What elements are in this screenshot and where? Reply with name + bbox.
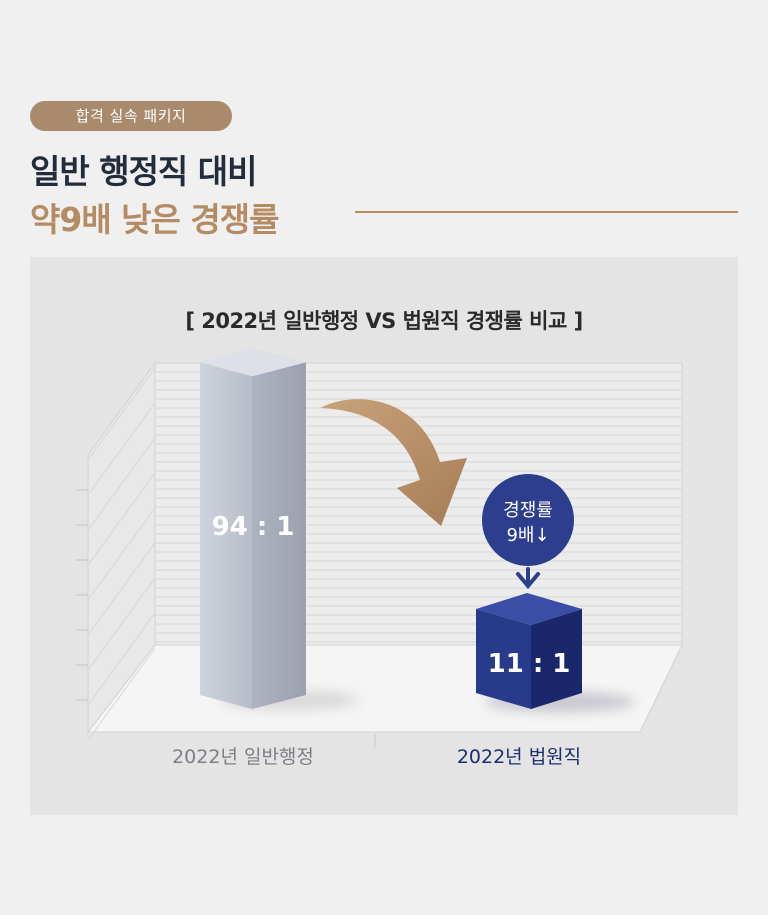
gridline: [87, 402, 156, 496]
bar-1-side: [252, 362, 306, 709]
gridline: [87, 437, 156, 531]
chart-floor: [86, 644, 683, 733]
chart-left-wall: [87, 361, 156, 734]
chart-axis-ticks: [76, 367, 156, 741]
package-badge: 합격 실속 패키지: [30, 101, 232, 131]
gridline: [87, 542, 156, 636]
category-label-2: 2022년 법원직: [457, 746, 581, 768]
headline-rule: [355, 211, 738, 213]
gridline: [87, 612, 156, 706]
down-chevron-icon: [516, 567, 540, 590]
annotation-line2: 9배↓: [506, 525, 549, 546]
chart-title: [ 2022년 일반행정 VS 법원직 경쟁률 비교 ]: [185, 309, 583, 333]
bar-1-top: [200, 348, 306, 377]
data-label-1: 94 : 1: [212, 512, 295, 542]
data-label-2: 11 : 1: [488, 649, 571, 679]
bar-1-front: [200, 362, 252, 709]
gridline: [87, 647, 156, 741]
bar-2-front: [476, 609, 531, 709]
bar-2-top: [476, 593, 582, 625]
bar-2-side: [531, 609, 582, 709]
gridline: [87, 507, 156, 601]
gridline: [87, 367, 156, 461]
headline-line2: 약9배 낮은 경쟁률: [30, 200, 279, 239]
category-label-1: 2022년 일반행정: [172, 746, 314, 768]
annotation-bubble: [482, 474, 574, 566]
headline-line1: 일반 행정직 대비: [30, 152, 257, 191]
gridline: [87, 472, 156, 566]
annotation-line1: 경쟁률: [503, 500, 553, 521]
gridline: [87, 577, 156, 671]
decrease-arrow: [320, 399, 467, 526]
